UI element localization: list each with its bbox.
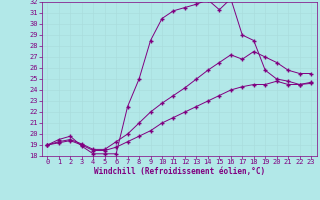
X-axis label: Windchill (Refroidissement éolien,°C): Windchill (Refroidissement éolien,°C) — [94, 167, 265, 176]
